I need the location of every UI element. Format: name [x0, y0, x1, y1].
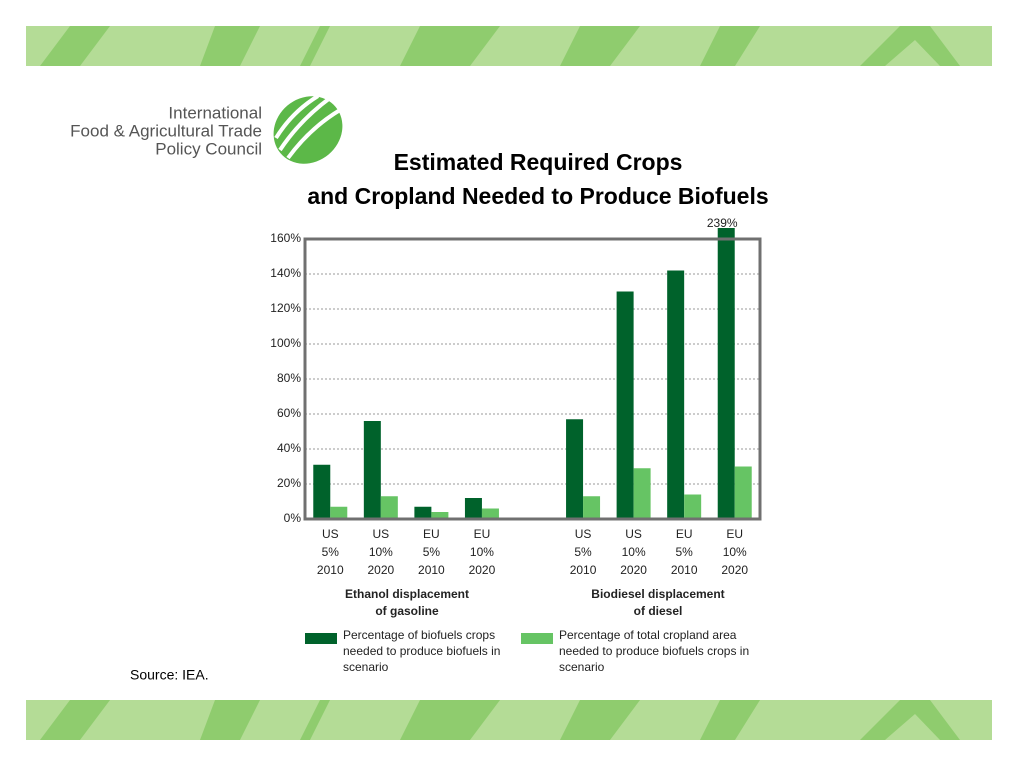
y-tick-label: 120% — [270, 301, 301, 315]
group-label: Biodiesel displacement — [591, 587, 724, 601]
bar — [616, 291, 634, 519]
bar — [684, 494, 702, 519]
x-tick-label: 5% — [574, 545, 592, 559]
x-tick-label: 2020 — [620, 563, 647, 577]
x-tick-label: 10% — [470, 545, 494, 559]
bar — [633, 468, 651, 519]
x-tick-label: 2010 — [317, 563, 344, 577]
y-tick-label: 0% — [284, 511, 302, 525]
y-tick-label: 40% — [277, 441, 301, 455]
bar — [734, 466, 752, 519]
x-tick-label: 2020 — [469, 563, 496, 577]
y-tick-label: 60% — [277, 406, 301, 420]
x-tick-label: EU — [726, 527, 743, 541]
plot-border — [303, 237, 762, 521]
y-tick-label: 160% — [270, 231, 301, 245]
x-tick-label: EU — [423, 527, 440, 541]
bar — [566, 419, 584, 519]
bar — [363, 421, 381, 519]
x-tick-label: 5% — [423, 545, 441, 559]
y-tick-label: 20% — [277, 476, 301, 490]
y-tick-label: 140% — [270, 266, 301, 280]
group-label: Ethanol displacement — [345, 587, 469, 601]
bar — [717, 228, 735, 519]
x-tick-label: US — [372, 527, 389, 541]
x-tick-label: EU — [676, 527, 693, 541]
top-banner — [26, 26, 992, 66]
x-tick-label: 5% — [322, 545, 340, 559]
chart-title: Estimated Required Crops — [394, 149, 683, 175]
bar — [431, 512, 449, 519]
x-tick-label: 2020 — [721, 563, 748, 577]
org-name: Food & Agricultural Trade — [70, 121, 262, 140]
bar — [481, 508, 499, 519]
x-tick-label: 10% — [723, 545, 747, 559]
x-tick-label: 5% — [675, 545, 693, 559]
x-tick-label: 2010 — [570, 563, 597, 577]
bar — [414, 506, 432, 519]
legend-swatch — [521, 633, 553, 644]
bars — [313, 228, 752, 519]
bar — [464, 498, 482, 519]
bar — [313, 464, 331, 519]
bar — [667, 270, 685, 519]
group-label: of diesel — [634, 604, 683, 618]
x-tick-label: 10% — [369, 545, 393, 559]
x-tick-label: US — [575, 527, 592, 541]
logo — [273, 94, 343, 164]
source: Source: IEA. — [130, 667, 209, 683]
x-tick-label: 2020 — [367, 563, 394, 577]
data-label: 239% — [707, 216, 738, 230]
org-name: Policy Council — [155, 139, 262, 158]
x-tick-label: EU — [474, 527, 491, 541]
x-tick-label: US — [625, 527, 642, 541]
x-tick-label: 2010 — [671, 563, 698, 577]
bottom-banner — [26, 700, 992, 740]
y-tick-label: 80% — [277, 371, 301, 385]
x-tick-label: 10% — [622, 545, 646, 559]
chart-title: and Cropland Needed to Produce Biofuels — [307, 183, 768, 209]
bar — [583, 496, 601, 519]
legend-label: Percentage of total cropland area needed… — [559, 628, 750, 674]
group-label: of gasoline — [375, 604, 439, 618]
legend-label: Percentage of biofuels crops needed to p… — [343, 628, 501, 674]
legend-swatch — [305, 633, 337, 644]
x-tick-label: US — [322, 527, 339, 541]
x-tick-label: 2010 — [418, 563, 445, 577]
org-name: International — [168, 103, 262, 122]
y-tick-label: 100% — [270, 336, 301, 350]
bar — [380, 496, 398, 519]
bar — [330, 506, 348, 519]
